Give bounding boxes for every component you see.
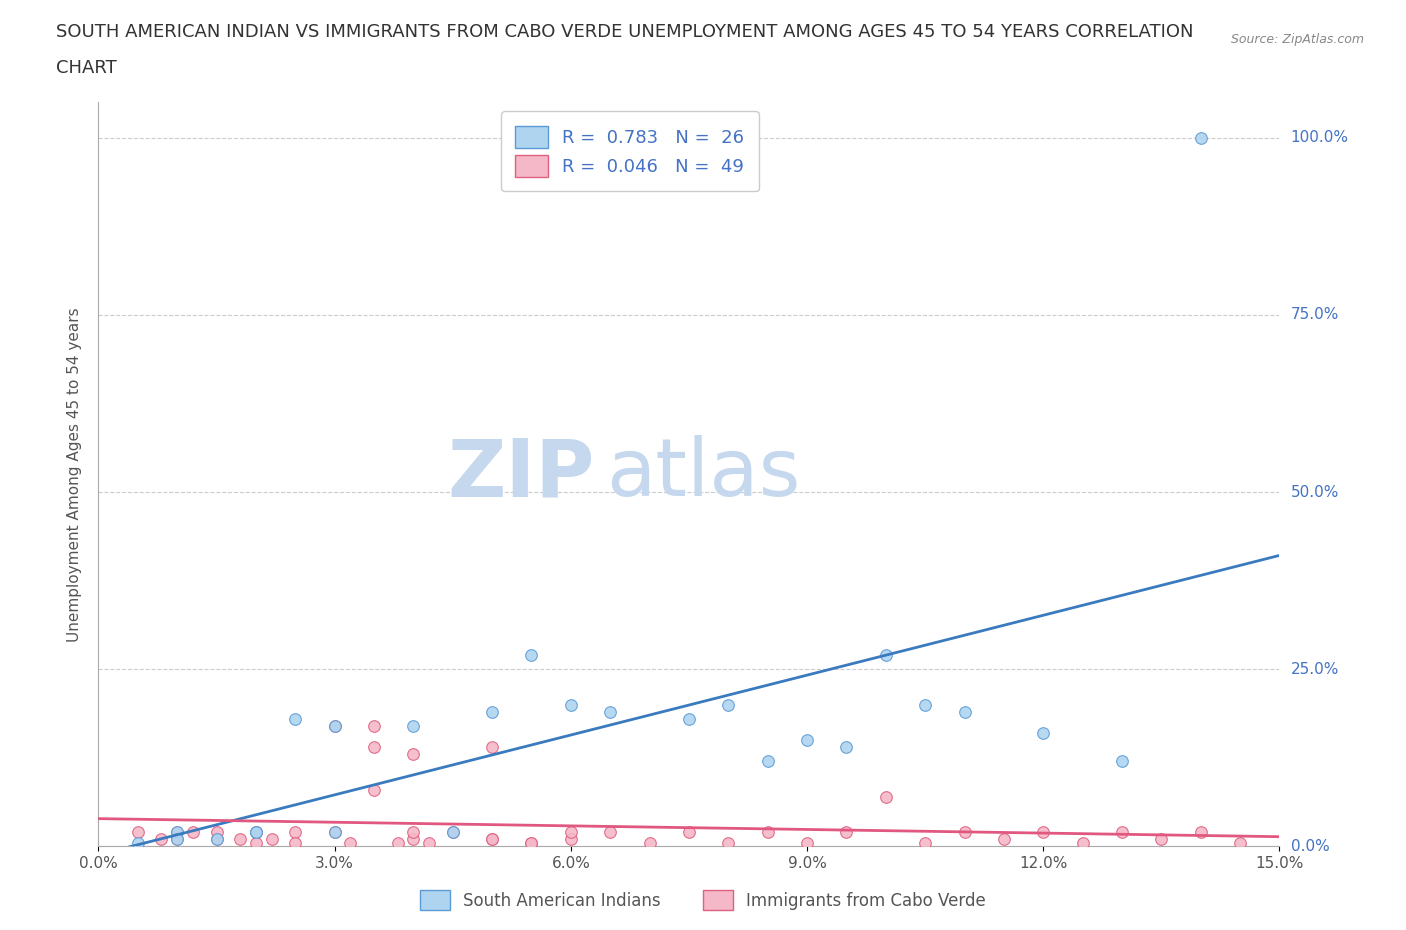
Point	[717, 835, 740, 850]
Point	[363, 718, 385, 733]
Y-axis label: Unemployment Among Ages 45 to 54 years: Unemployment Among Ages 45 to 54 years	[67, 307, 83, 642]
Text: 50.0%: 50.0%	[1291, 485, 1339, 499]
Point	[520, 647, 543, 662]
Point	[323, 718, 346, 733]
Point	[1150, 831, 1173, 846]
Point	[835, 739, 858, 754]
Point	[284, 711, 307, 726]
Point	[205, 825, 228, 840]
Point	[402, 747, 425, 762]
Point	[418, 835, 440, 850]
Point	[1229, 835, 1251, 850]
Point	[166, 831, 188, 846]
Point	[402, 831, 425, 846]
Point	[181, 825, 204, 840]
Point	[1189, 130, 1212, 145]
Point	[260, 831, 283, 846]
Point	[339, 835, 361, 850]
Text: Source: ZipAtlas.com: Source: ZipAtlas.com	[1230, 33, 1364, 46]
Point	[284, 835, 307, 850]
Point	[441, 825, 464, 840]
Point	[245, 825, 267, 840]
Point	[402, 825, 425, 840]
Point	[323, 718, 346, 733]
Point	[993, 831, 1015, 846]
Point	[796, 835, 818, 850]
Point	[441, 825, 464, 840]
Point	[166, 825, 188, 840]
Text: 0.0%: 0.0%	[1291, 839, 1329, 854]
Point	[127, 835, 149, 850]
Point	[1111, 754, 1133, 769]
Point	[953, 704, 976, 719]
Text: ZIP: ZIP	[447, 435, 595, 513]
Point	[835, 825, 858, 840]
Point	[638, 835, 661, 850]
Legend: South American Indians, Immigrants from Cabo Verde: South American Indians, Immigrants from …	[413, 884, 993, 917]
Point	[245, 825, 267, 840]
Point	[717, 698, 740, 712]
Text: 75.0%: 75.0%	[1291, 308, 1339, 323]
Point	[678, 825, 700, 840]
Point	[914, 835, 936, 850]
Point	[150, 831, 173, 846]
Point	[323, 825, 346, 840]
Point	[678, 711, 700, 726]
Point	[166, 831, 188, 846]
Point	[205, 831, 228, 846]
Point	[875, 647, 897, 662]
Point	[481, 831, 503, 846]
Point	[229, 831, 252, 846]
Point	[166, 825, 188, 840]
Point	[205, 831, 228, 846]
Point	[756, 825, 779, 840]
Text: CHART: CHART	[56, 59, 117, 76]
Point	[245, 825, 267, 840]
Point	[560, 825, 582, 840]
Point	[599, 704, 621, 719]
Point	[560, 831, 582, 846]
Point	[1032, 725, 1054, 740]
Point	[520, 835, 543, 850]
Point	[284, 825, 307, 840]
Point	[1189, 825, 1212, 840]
Point	[520, 835, 543, 850]
Point	[402, 718, 425, 733]
Point	[481, 704, 503, 719]
Text: 25.0%: 25.0%	[1291, 661, 1339, 677]
Point	[1071, 835, 1094, 850]
Text: SOUTH AMERICAN INDIAN VS IMMIGRANTS FROM CABO VERDE UNEMPLOYMENT AMONG AGES 45 T: SOUTH AMERICAN INDIAN VS IMMIGRANTS FROM…	[56, 23, 1194, 41]
Point	[914, 698, 936, 712]
Point	[953, 825, 976, 840]
Point	[560, 698, 582, 712]
Point	[363, 782, 385, 797]
Text: 100.0%: 100.0%	[1291, 130, 1348, 145]
Point	[323, 825, 346, 840]
Point	[481, 831, 503, 846]
Point	[127, 825, 149, 840]
Point	[481, 739, 503, 754]
Point	[1032, 825, 1054, 840]
Point	[245, 835, 267, 850]
Point	[599, 825, 621, 840]
Point	[875, 790, 897, 804]
Point	[796, 733, 818, 748]
Legend: R =  0.783   N =  26, R =  0.046   N =  49: R = 0.783 N = 26, R = 0.046 N = 49	[501, 112, 759, 192]
Point	[1111, 825, 1133, 840]
Point	[363, 739, 385, 754]
Text: atlas: atlas	[606, 435, 800, 513]
Point	[756, 754, 779, 769]
Point	[387, 835, 409, 850]
